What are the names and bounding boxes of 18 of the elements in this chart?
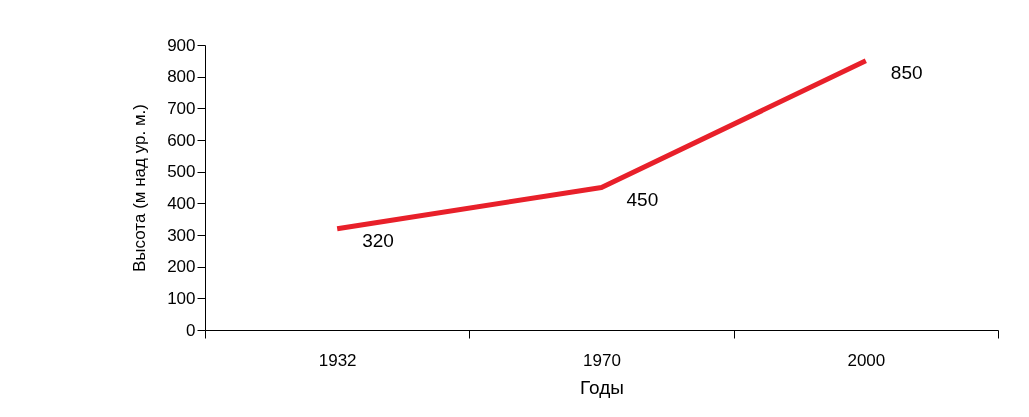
x-tick-label: 1932 — [318, 350, 357, 370]
data-label: 320 — [362, 229, 394, 251]
x-tick-label: 2000 — [847, 350, 886, 370]
y-tick-label: 500 — [167, 162, 196, 182]
y-tick-label: 200 — [167, 257, 196, 277]
x-axis-title: Годы — [580, 376, 624, 398]
y-tick-label: 800 — [167, 67, 196, 87]
y-tick-label: 400 — [167, 193, 196, 213]
y-tick-label: 300 — [167, 225, 196, 245]
x-tick-label: 1970 — [583, 350, 621, 370]
y-axis-title: Высота (м над ур. м.) — [130, 104, 150, 272]
y-tick-label: 600 — [167, 130, 196, 150]
data-label: 850 — [890, 61, 923, 83]
y-tick-label: 700 — [167, 98, 196, 118]
data-label: 450 — [626, 188, 659, 210]
y-tick-label: 100 — [167, 288, 196, 308]
y-tick-label: 0 — [186, 320, 196, 340]
y-tick-label: 900 — [167, 35, 196, 55]
